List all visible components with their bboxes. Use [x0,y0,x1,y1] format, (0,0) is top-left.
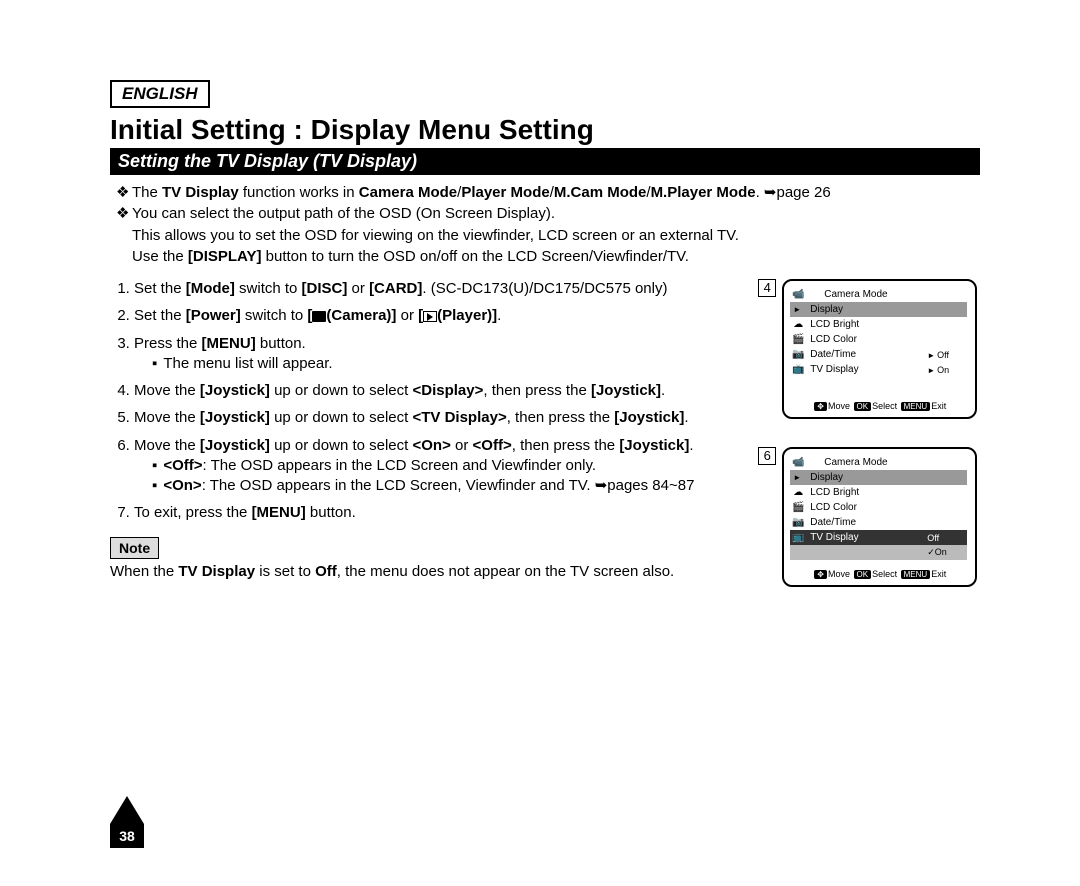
step-4: Move the [Joystick] up or down to select… [134,381,792,401]
step-5: Move the [Joystick] up or down to select… [134,408,792,428]
note-label: Note [110,537,159,560]
language-indicator: ENGLISH [110,80,210,108]
page-number-marker: 38 [110,796,144,848]
intro-block: ❖The TV Display function works in Camera… [132,183,980,267]
page-title: Initial Setting : Display Menu Setting [110,114,980,146]
lcd-screenshot-6: 6 📹Camera Mode Display ☁LCD Bright 🎬LCD … [782,447,980,587]
section-title: Setting the TV Display (TV Display) [110,148,980,175]
camera-icon [312,311,326,322]
step-1: Set the [Mode] switch to [DISC] or [CARD… [134,279,792,299]
step-3: Press the [MENU] button. The menu list w… [134,334,792,375]
step-7: To exit, press the [MENU] button. [134,503,792,523]
note-text: When the TV Display is set to Off, the m… [110,562,792,582]
step-6: Move the [Joystick] up or down to select… [134,436,792,497]
player-icon [423,311,437,322]
lcd-screenshot-4: 4 📹Camera Mode Display ☁LCD Bright 🎬LCD … [782,279,980,419]
step-2: Set the [Power] switch to [(Camera)] or … [134,306,792,326]
steps-list: Set the [Mode] switch to [DISC] or [CARD… [110,279,792,615]
